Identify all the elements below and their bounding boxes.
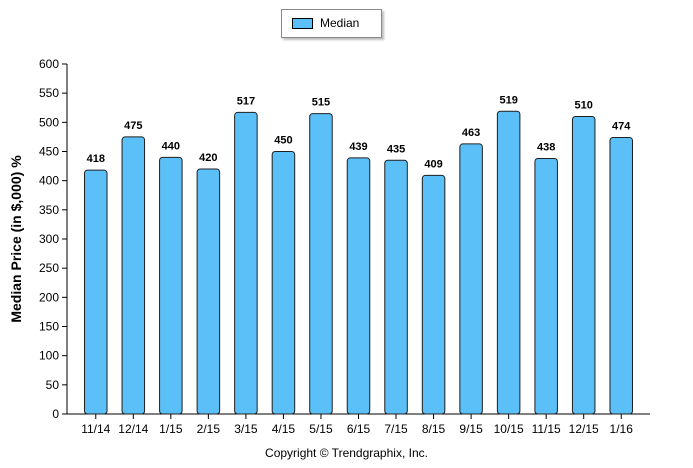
y-tick-label: 600: [39, 57, 59, 71]
y-tick-label: 400: [39, 174, 59, 188]
x-tick-label: 1/15: [159, 422, 183, 436]
y-axis-title: Median Price (in $,000) %: [8, 155, 24, 323]
x-tick-label: 9/15: [459, 422, 483, 436]
data-label: 418: [87, 153, 105, 165]
y-tick-label: 150: [39, 320, 59, 334]
x-tick-label: 7/15: [384, 422, 408, 436]
bar: [571, 116, 596, 415]
copyright-text: Copyright © Trendgraphix, Inc.: [265, 446, 428, 460]
data-label: 450: [274, 135, 292, 147]
data-label: 409: [424, 158, 442, 170]
y-tick-label: 450: [39, 145, 59, 159]
data-label: 439: [349, 141, 367, 153]
x-tick-label: 3/15: [234, 422, 258, 436]
x-tick-label: 10/15: [494, 422, 524, 436]
bar: [496, 110, 521, 415]
x-tick-label: 6/15: [347, 422, 371, 436]
data-label: 519: [499, 94, 517, 106]
bar: [309, 113, 333, 415]
y-tick-label: 200: [39, 290, 59, 304]
bar: [534, 158, 558, 415]
x-tick-label: 1/16: [610, 422, 634, 436]
data-label: 435: [387, 143, 405, 155]
legend-swatch-median: [292, 18, 313, 29]
x-tick-label: 11/15: [532, 422, 561, 436]
data-label: 440: [162, 140, 180, 152]
x-tick-label: 2/15: [197, 422, 221, 436]
y-tick-label: 300: [39, 232, 59, 246]
bar: [271, 151, 296, 415]
bar: [234, 111, 258, 415]
data-label: 517: [237, 95, 255, 107]
bar: [159, 156, 183, 415]
bar: [421, 174, 446, 415]
data-label: 463: [462, 127, 480, 139]
data-label: 515: [312, 97, 330, 109]
y-tick-label: 550: [39, 86, 59, 100]
x-tick-label: 12/14: [118, 422, 148, 436]
bar: [346, 157, 371, 415]
legend-label-median: Median: [320, 16, 360, 30]
bar: [609, 137, 633, 415]
data-label: 438: [537, 142, 555, 154]
y-tick-label: 0: [52, 407, 59, 421]
x-tick-label: 8/15: [422, 422, 446, 436]
x-tick-label: 4/15: [272, 422, 296, 436]
data-label: 475: [124, 120, 142, 132]
x-tick-label: 12/15: [569, 422, 599, 436]
y-tick-label: 500: [39, 115, 59, 129]
x-tick-label: 11/14: [81, 422, 110, 436]
bar: [196, 168, 221, 415]
y-tick-label: 100: [39, 349, 59, 363]
chart-legend: Median: [281, 9, 382, 38]
x-tick-label: 5/15: [309, 422, 333, 436]
bar: [84, 169, 108, 415]
data-label: 474: [612, 121, 631, 133]
data-label: 420: [199, 152, 217, 164]
y-tick-label: 250: [39, 261, 59, 275]
data-label: 510: [575, 100, 593, 112]
bar: [384, 159, 408, 415]
y-tick-label: 350: [39, 203, 59, 217]
bar: [459, 143, 483, 415]
bar-chart: 0 50 100 150 200 250 300 350 400 450 500 550 600 Medi…: [8, 57, 650, 436]
y-tick-label: 50: [46, 378, 60, 392]
bar: [121, 136, 146, 415]
